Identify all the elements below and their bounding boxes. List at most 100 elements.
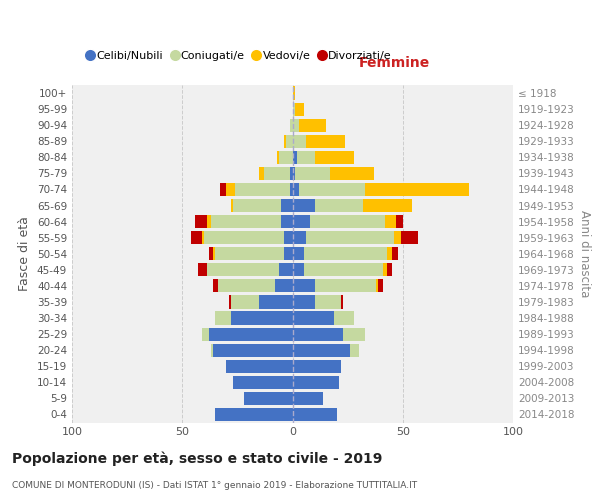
Bar bbox=[281, 215, 293, 228]
Bar bbox=[314, 296, 341, 308]
Text: Popolazione per età, sesso e stato civile - 2019: Popolazione per età, sesso e stato civil… bbox=[12, 451, 382, 466]
Bar bbox=[299, 183, 365, 196]
Bar bbox=[293, 263, 304, 276]
Legend: Celibi/Nubili, Coniugati/e, Vedovi/e, Divorziati/e: Celibi/Nubili, Coniugati/e, Vedovi/e, Di… bbox=[83, 46, 396, 66]
Bar bbox=[293, 328, 343, 340]
Bar bbox=[206, 263, 279, 276]
Bar bbox=[290, 183, 293, 196]
Bar bbox=[293, 86, 295, 100]
Bar bbox=[218, 280, 275, 292]
Bar bbox=[293, 312, 334, 324]
Bar bbox=[365, 183, 469, 196]
Bar bbox=[233, 376, 293, 389]
Bar bbox=[233, 199, 281, 212]
Bar bbox=[286, 134, 293, 148]
Bar bbox=[314, 150, 354, 164]
Bar bbox=[213, 280, 218, 292]
Bar bbox=[388, 263, 392, 276]
Bar bbox=[394, 231, 401, 244]
Text: COMUNE DI MONTERODUNI (IS) - Dati ISTAT 1° gennaio 2019 - Elaborazione TUTTITALI: COMUNE DI MONTERODUNI (IS) - Dati ISTAT … bbox=[12, 480, 417, 490]
Bar bbox=[293, 247, 304, 260]
Bar bbox=[197, 263, 206, 276]
Bar bbox=[293, 102, 295, 116]
Bar bbox=[376, 280, 379, 292]
Bar bbox=[231, 312, 293, 324]
Bar bbox=[279, 263, 293, 276]
Bar bbox=[304, 247, 388, 260]
Bar bbox=[293, 183, 299, 196]
Bar bbox=[293, 231, 306, 244]
Bar bbox=[259, 167, 264, 180]
Bar bbox=[363, 199, 412, 212]
Bar bbox=[330, 167, 374, 180]
Bar bbox=[293, 296, 314, 308]
Bar bbox=[293, 199, 314, 212]
Bar bbox=[290, 118, 293, 132]
Bar bbox=[401, 231, 418, 244]
Bar bbox=[244, 392, 293, 405]
Bar bbox=[215, 312, 231, 324]
Bar bbox=[191, 231, 202, 244]
Bar bbox=[314, 199, 363, 212]
Bar bbox=[297, 150, 314, 164]
Bar bbox=[215, 247, 284, 260]
Bar bbox=[299, 118, 326, 132]
Bar bbox=[293, 360, 341, 373]
Bar bbox=[396, 215, 403, 228]
Bar bbox=[293, 134, 306, 148]
Bar bbox=[293, 344, 350, 357]
Bar bbox=[277, 150, 279, 164]
Bar bbox=[213, 247, 215, 260]
Bar bbox=[209, 247, 213, 260]
Bar bbox=[229, 296, 231, 308]
Bar bbox=[293, 150, 297, 164]
Bar bbox=[295, 102, 304, 116]
Bar bbox=[196, 215, 206, 228]
Bar bbox=[334, 312, 354, 324]
Bar bbox=[284, 134, 286, 148]
Bar bbox=[279, 150, 293, 164]
Bar bbox=[293, 376, 339, 389]
Bar bbox=[206, 215, 211, 228]
Bar bbox=[202, 231, 204, 244]
Bar bbox=[341, 296, 343, 308]
Bar bbox=[259, 296, 293, 308]
Bar bbox=[306, 231, 394, 244]
Bar bbox=[275, 280, 293, 292]
Bar bbox=[293, 215, 310, 228]
Bar bbox=[231, 199, 233, 212]
Bar bbox=[204, 231, 284, 244]
Bar bbox=[213, 344, 293, 357]
Y-axis label: Fasce di età: Fasce di età bbox=[19, 216, 31, 291]
Y-axis label: Anni di nascita: Anni di nascita bbox=[578, 210, 591, 298]
Bar bbox=[235, 183, 290, 196]
Bar bbox=[314, 280, 376, 292]
Bar bbox=[264, 167, 290, 180]
Bar bbox=[293, 167, 295, 180]
Text: Femmine: Femmine bbox=[358, 56, 430, 70]
Bar bbox=[281, 199, 293, 212]
Bar bbox=[350, 344, 359, 357]
Bar bbox=[211, 215, 281, 228]
Bar bbox=[284, 247, 293, 260]
Bar bbox=[202, 328, 209, 340]
Bar bbox=[295, 167, 330, 180]
Bar bbox=[293, 280, 314, 292]
Bar bbox=[310, 215, 385, 228]
Bar bbox=[383, 263, 388, 276]
Bar bbox=[290, 167, 293, 180]
Bar bbox=[293, 408, 337, 421]
Bar bbox=[385, 215, 396, 228]
Bar bbox=[343, 328, 365, 340]
Bar bbox=[379, 280, 383, 292]
Bar bbox=[388, 247, 392, 260]
Bar bbox=[220, 183, 226, 196]
Bar bbox=[392, 247, 398, 260]
Bar bbox=[284, 231, 293, 244]
Bar bbox=[226, 360, 293, 373]
Bar bbox=[226, 183, 235, 196]
Bar bbox=[231, 296, 259, 308]
Bar bbox=[306, 134, 346, 148]
Bar bbox=[293, 118, 299, 132]
Bar bbox=[211, 344, 213, 357]
